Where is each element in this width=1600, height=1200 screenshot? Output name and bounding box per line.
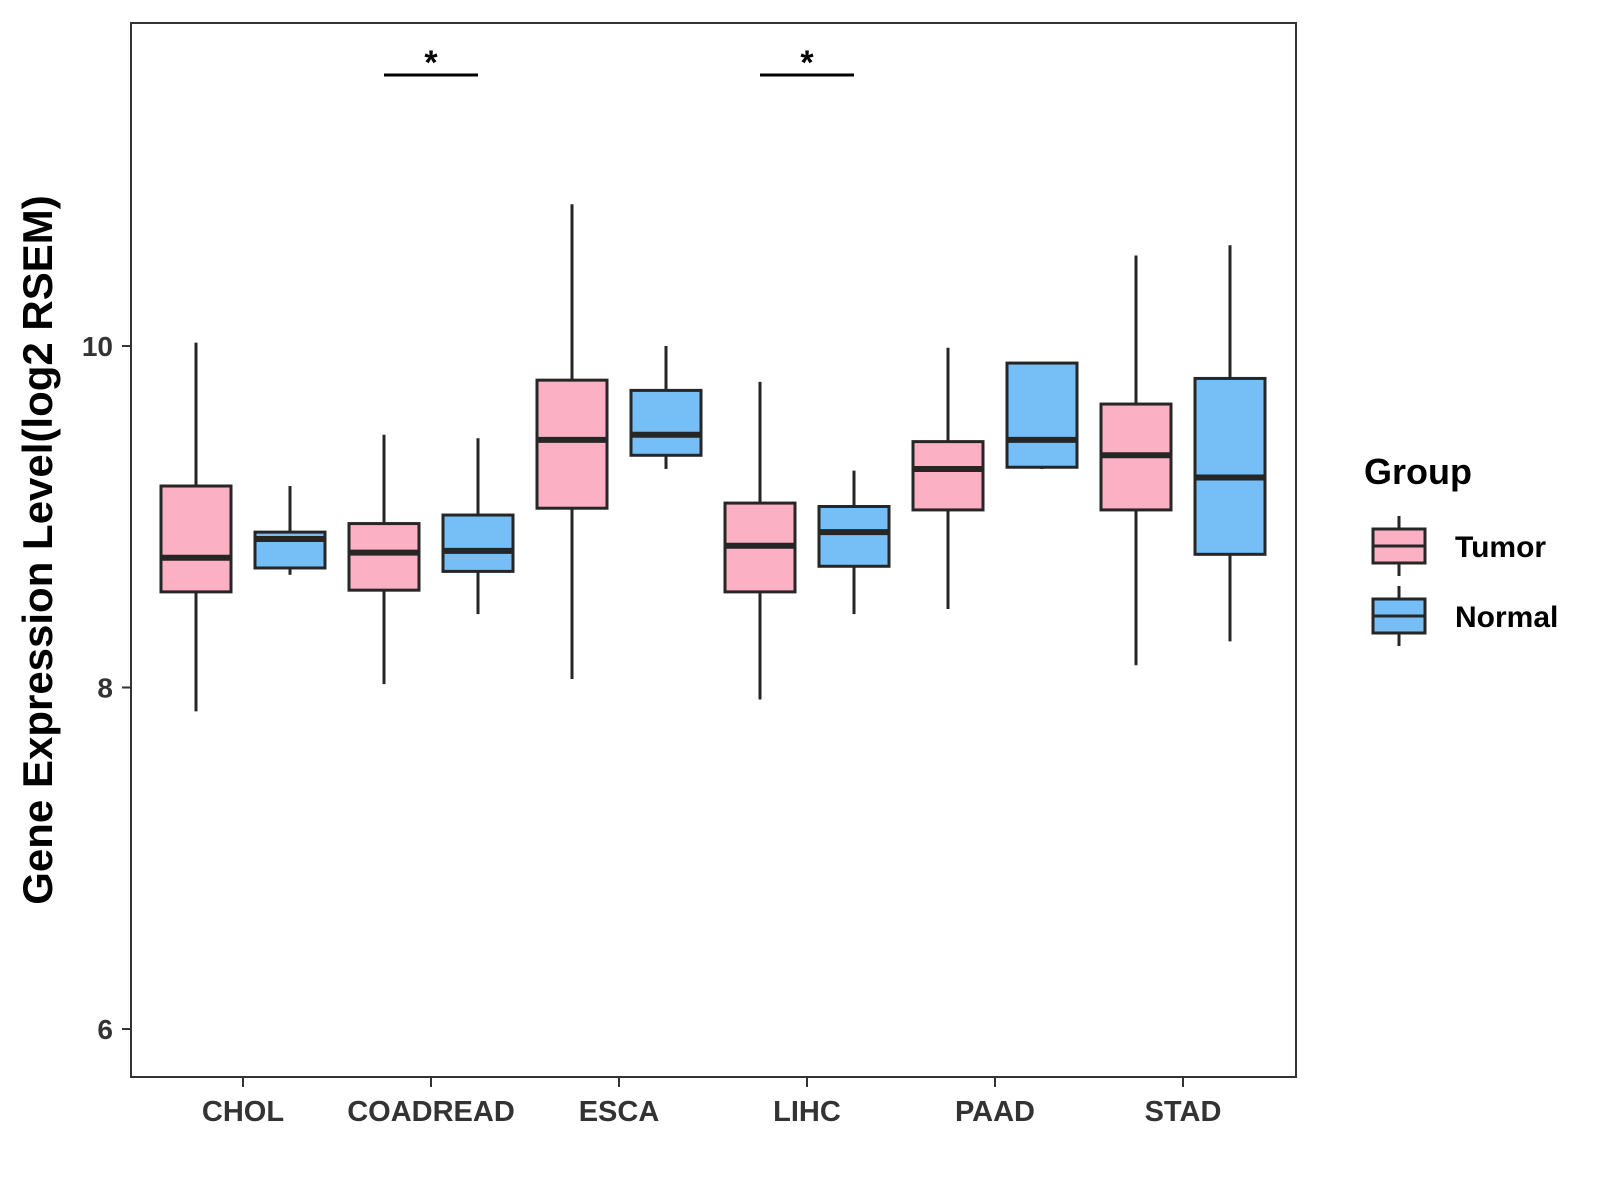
y-tick-label-8: 8 [97, 673, 113, 704]
legend-item-normal: Normal [1371, 586, 1558, 646]
box-tumor-paad [911, 347, 985, 609]
y-tick-label-10: 10 [82, 331, 113, 362]
iqr-box-tumor-esca [535, 378, 609, 510]
x-tick-label-coadread: COADREAD [347, 1096, 515, 1128]
x-tick-label-lihc: LIHC [773, 1096, 841, 1128]
box-normal-coadread [441, 438, 515, 615]
iqr-box-normal-lihc [817, 505, 891, 568]
box-tumor-stad [1099, 255, 1173, 666]
x-tick-label-chol: CHOL [202, 1096, 284, 1128]
legend-label-normal: Normal [1455, 601, 1558, 634]
legend-label-tumor: Tumor [1455, 531, 1546, 564]
box-normal-stad [1193, 245, 1267, 642]
x-tick-label-esca: ESCA [579, 1096, 660, 1128]
significance-label-lihc: * [800, 44, 814, 82]
box-normal-lihc [817, 470, 891, 615]
box-series [159, 204, 1267, 712]
iqr-box-tumor-chol [159, 484, 233, 594]
x-axis: CHOL COADREAD ESCA LIHC PAAD STAD [202, 1077, 1221, 1128]
iqr-box-normal-paad [1005, 361, 1079, 469]
y-tick-label-6: 6 [97, 1014, 113, 1045]
significance-label-coadread: * [424, 44, 438, 82]
legend-title: Group [1364, 451, 1472, 492]
iqr-box-normal-esca [629, 388, 703, 457]
box-tumor-chol [159, 342, 233, 712]
box-tumor-lihc [723, 381, 797, 700]
iqr-box-normal-coadread [441, 513, 515, 573]
box-tumor-coadread [347, 434, 421, 685]
iqr-box-tumor-paad [911, 440, 985, 512]
x-tick-label-paad: PAAD [955, 1096, 1035, 1128]
legend-item-tumor: Tumor [1371, 516, 1546, 576]
y-axis: 6 8 10 [82, 331, 131, 1045]
box-normal-paad [1005, 361, 1079, 469]
significance-annotations: * * [384, 44, 854, 82]
box-normal-chol [253, 486, 327, 575]
x-tick-label-stad: STAD [1145, 1096, 1222, 1128]
iqr-box-tumor-coadread [347, 522, 421, 592]
legend: Group Tumor Normal [1364, 451, 1558, 646]
box-normal-esca [629, 346, 703, 469]
iqr-box-normal-stad [1193, 376, 1267, 556]
box-tumor-esca [535, 204, 609, 679]
y-axis-label: Gene Expression Level(log2 RSEM) [14, 195, 61, 905]
